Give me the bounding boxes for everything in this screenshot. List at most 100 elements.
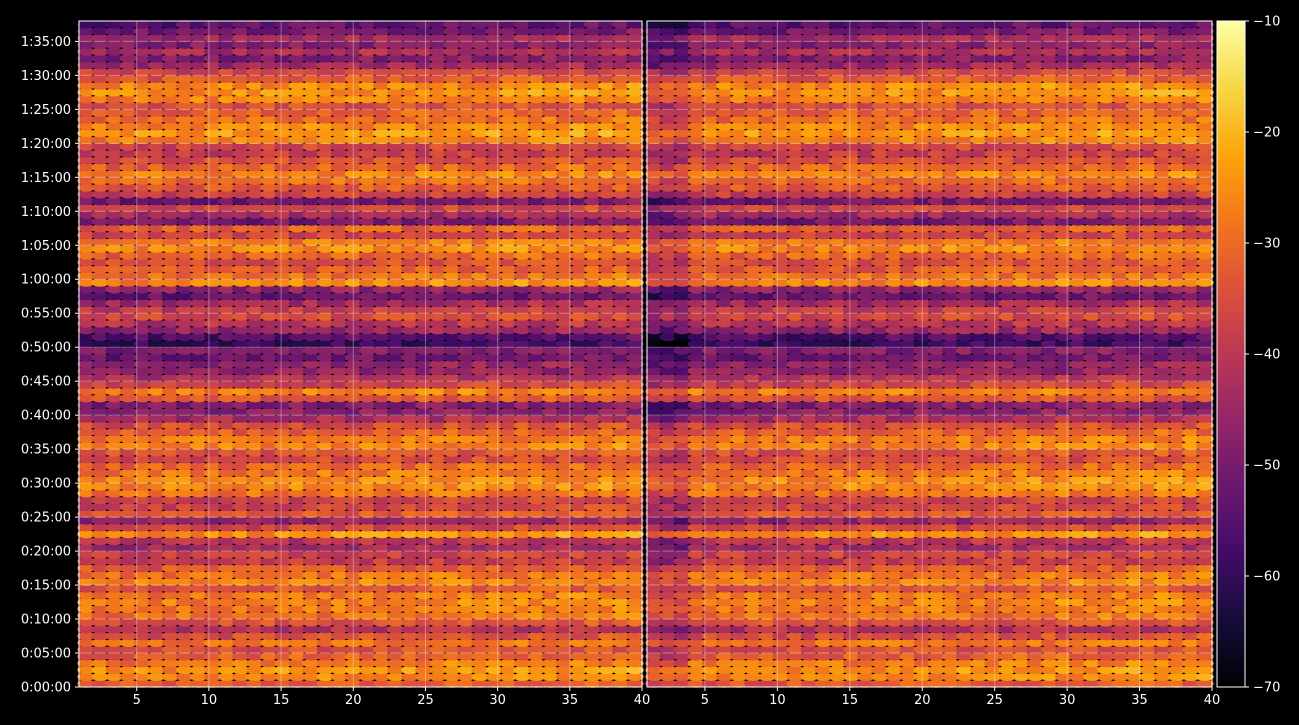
heatmap-cell [471, 489, 489, 498]
heatmap-cell [204, 516, 222, 525]
heatmap-cell [274, 536, 292, 546]
heatmap-cell [457, 652, 475, 661]
heatmap-cell [429, 591, 447, 600]
heatmap-cell [358, 659, 377, 668]
heatmap-cell [612, 543, 630, 552]
heatmap-cell [288, 557, 306, 566]
heatmap-cell [513, 652, 532, 661]
heatmap-cell [457, 543, 475, 552]
heatmap-cell [316, 618, 334, 627]
heatmap-cell [288, 495, 306, 505]
heatmap-cell [527, 502, 546, 512]
heatmap-cell [161, 563, 180, 573]
heatmap-cell [612, 509, 630, 518]
heatmap-cell [387, 645, 405, 654]
heatmap-cell [274, 645, 292, 654]
heatmap-cell [344, 509, 363, 518]
heatmap-cell [429, 495, 447, 505]
heatmap-cell [147, 591, 166, 600]
heatmap-cell [570, 516, 588, 525]
heatmap-cell [555, 570, 574, 580]
heatmap-cell [429, 611, 447, 620]
heatmap-cell [316, 550, 334, 559]
heatmap-cell [175, 631, 194, 641]
heatmap-cell [499, 611, 517, 620]
heatmap-cell [161, 679, 180, 688]
heatmap-cell [232, 591, 250, 600]
heatmap-cell [232, 618, 250, 627]
heatmap-cell [471, 509, 489, 518]
heatmap-cell [133, 679, 151, 688]
heatmap-cell [513, 597, 532, 607]
heatmap-cell [133, 611, 151, 620]
heatmap-cell [147, 597, 166, 607]
heatmap-cell [274, 489, 292, 498]
heatmap-cell [175, 509, 194, 518]
heatmap-cell [330, 618, 349, 627]
heatmap-cell [133, 618, 151, 627]
heatmap-cell [485, 509, 503, 518]
heatmap-cell [570, 543, 588, 552]
heatmap-cell [302, 591, 320, 600]
heatmap-cell [218, 591, 236, 600]
heatmap-cell [415, 591, 433, 600]
heatmap-cell [133, 509, 151, 518]
heatmap-cell [541, 638, 560, 647]
heatmap-cell [161, 652, 180, 661]
heatmap-cell [77, 625, 95, 634]
heatmap-cell [133, 570, 151, 580]
heatmap-cell [204, 597, 222, 607]
heatmap-cell [189, 611, 208, 620]
heatmap-cell [499, 604, 517, 613]
heatmap-cell [246, 597, 264, 607]
heatmap-cell [246, 618, 264, 627]
heatmap-cell [344, 543, 363, 552]
heatmap-cell [429, 543, 447, 552]
heatmap-cell [344, 523, 363, 532]
heatmap-cell [161, 597, 180, 607]
heatmap-cell [274, 529, 292, 539]
heatmap-cell [584, 659, 602, 668]
heatmap-cell [288, 631, 306, 641]
heatmap-cell [443, 591, 461, 600]
heatmap-cell [513, 591, 532, 600]
heatmap-cell [555, 563, 574, 573]
heatmap-cell [598, 502, 616, 512]
heatmap-cell [105, 611, 123, 620]
heatmap-cell [246, 638, 264, 647]
heatmap-cell [401, 645, 419, 654]
heatmap-cell [119, 536, 137, 546]
heatmap-cell [232, 577, 250, 586]
heatmap-cell [513, 645, 532, 654]
heatmap-cell [401, 611, 419, 620]
heatmap-cell [232, 597, 250, 607]
heatmap-cell [77, 584, 95, 593]
heatmap-cell [161, 665, 180, 675]
heatmap-cell [555, 679, 574, 688]
heatmap-cell [570, 645, 588, 654]
heatmap-cell [584, 631, 602, 641]
heatmap-cell [443, 597, 461, 607]
heatmap-cell [541, 591, 560, 600]
heatmap-cell [570, 618, 588, 627]
heatmap-cell [91, 563, 109, 573]
heatmap-cell [260, 604, 278, 613]
heatmap-cell [175, 638, 194, 647]
heatmap-cell [626, 611, 644, 620]
heatmap-cell [499, 638, 517, 647]
heatmap-cell [288, 618, 306, 627]
heatmap-cell [147, 638, 166, 647]
heatmap-cell [513, 509, 532, 518]
heatmap-cell [429, 523, 447, 532]
heatmap-cell [246, 509, 264, 518]
heatmap-cell [175, 495, 194, 505]
heatmap-cell [598, 665, 616, 675]
heatmap-cell [372, 611, 391, 620]
heatmap-cell [372, 543, 391, 552]
heatmap-cell [372, 638, 391, 647]
heatmap-cell [189, 659, 208, 668]
heatmap-cell [513, 577, 532, 586]
heatmap-cell [387, 652, 405, 661]
heatmap-cell [485, 659, 503, 668]
heatmap-cell [513, 502, 532, 512]
